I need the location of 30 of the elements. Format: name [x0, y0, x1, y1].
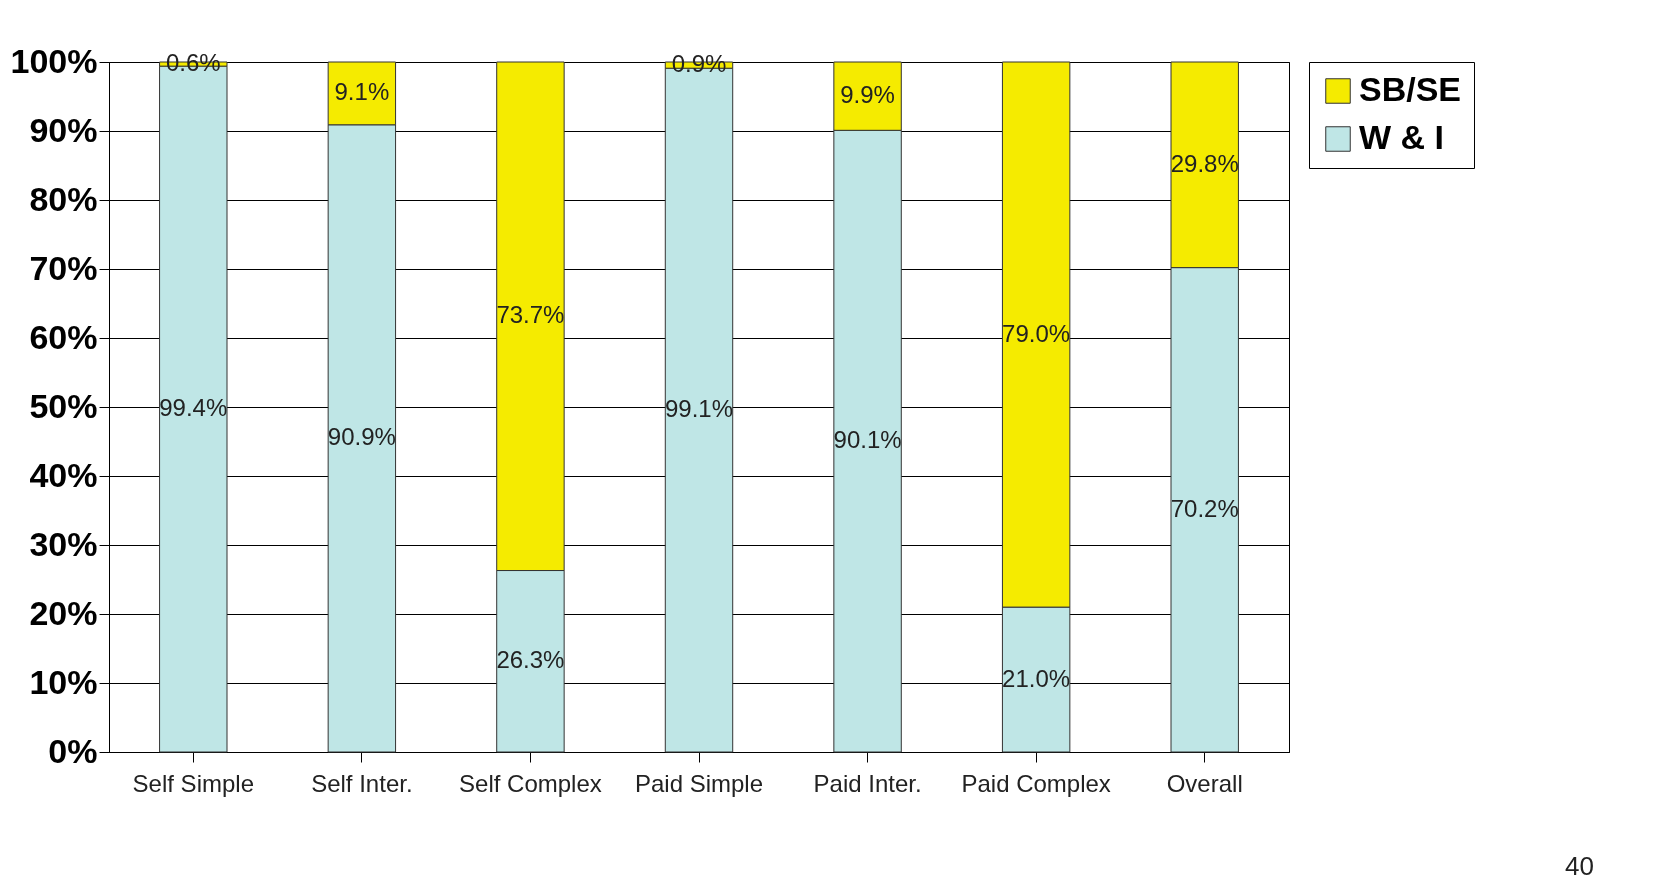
x-tick-label: Self Simple: [132, 769, 254, 797]
y-tick-label: 50%: [29, 386, 98, 425]
y-tick-label: 40%: [29, 455, 98, 494]
x-tick-label: Paid Inter.: [813, 769, 922, 797]
x-tick-label: Paid Complex: [961, 769, 1111, 797]
y-tick-label: 60%: [29, 317, 98, 356]
y-tick-label: 70%: [29, 248, 98, 287]
data-label: 29.8%: [1170, 149, 1239, 177]
text: 40: [1565, 851, 1594, 882]
data-label: 9.1%: [334, 78, 390, 106]
y-tick-label: 80%: [29, 179, 98, 218]
data-label: 26.3%: [496, 646, 565, 674]
y-tick-label: 90%: [29, 110, 98, 149]
y-tick-label: 100%: [10, 41, 98, 80]
y-tick-label: 30%: [29, 524, 98, 563]
y-tick-label: 0%: [48, 731, 98, 770]
y-tick-label: 20%: [29, 593, 98, 632]
data-label: 90.1%: [833, 426, 902, 454]
data-label: 90.9%: [327, 423, 396, 451]
x-tick-label: Self Inter.: [311, 769, 413, 797]
data-label: 73.7%: [496, 301, 565, 329]
data-label: 9.9%: [840, 81, 895, 109]
x-tick-label: Overall: [1166, 769, 1243, 797]
legend-label: W & I: [1359, 118, 1444, 156]
x-tick-label: Paid Simple: [634, 769, 764, 797]
data-label: 99.4%: [159, 394, 228, 422]
y-tick-label: 10%: [29, 662, 98, 701]
x-tick-label: Self Complex: [459, 769, 602, 797]
legend-label: SB/SE: [1359, 70, 1462, 108]
data-label: 70.2%: [1170, 494, 1239, 522]
